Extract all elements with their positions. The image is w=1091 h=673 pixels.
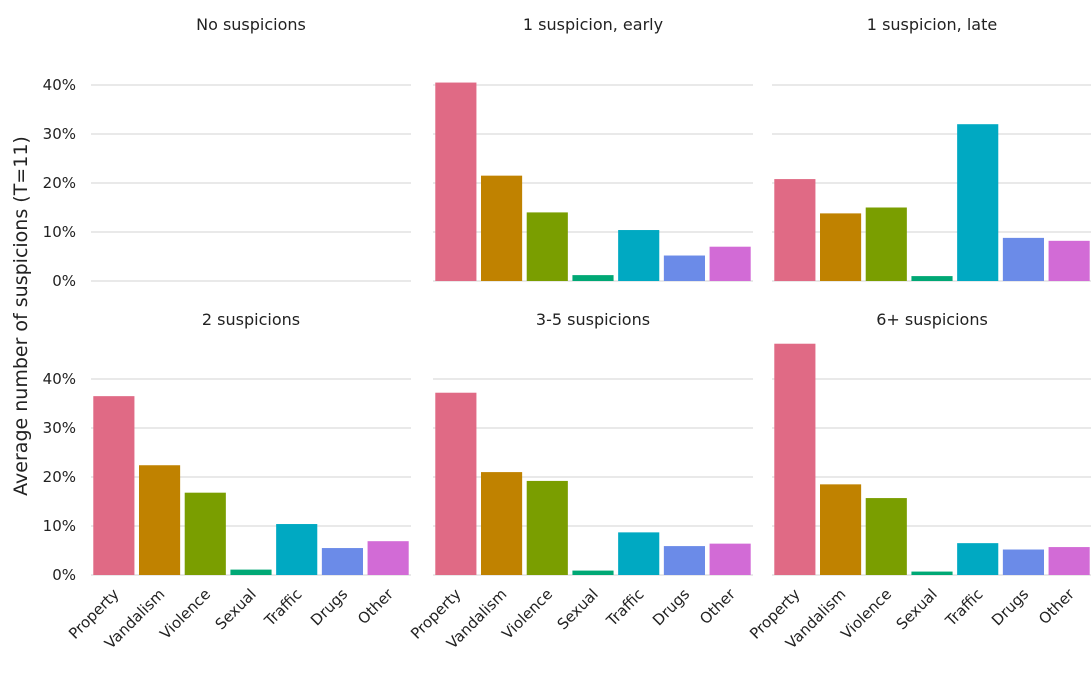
panel-6-bar-violence xyxy=(865,498,907,575)
panel-4-bar-other xyxy=(367,541,409,575)
panel-5-bar-violence xyxy=(526,480,568,575)
panel-4-x-tick-label-sexual: Sexual xyxy=(212,585,260,633)
row-2-y-tick-label-3: 30% xyxy=(43,419,76,437)
panel-5-bar-traffic xyxy=(618,532,660,575)
row-1-y-tick-label-1: 10% xyxy=(43,223,76,241)
panel-3-title: 1 suspicion, late xyxy=(867,15,997,34)
panel-4-title: 2 suspicions xyxy=(202,310,300,329)
panel-4-bar-violence xyxy=(184,492,226,575)
panel-2-bar-violence xyxy=(526,212,568,281)
panel-5-bar-sexual xyxy=(572,570,614,575)
panel-6-bar-vandalism xyxy=(820,484,862,575)
panel-6-bar-other xyxy=(1048,547,1090,575)
panel-6-x-tick-label-other: Other xyxy=(1035,585,1078,628)
panel-4-bar-property xyxy=(93,396,135,575)
panel-5-x-tick-label-traffic: Traffic xyxy=(602,585,647,630)
panel-3-bar-drugs xyxy=(1002,237,1044,281)
panel-5-bar-drugs xyxy=(663,546,705,575)
panel-5-title: 3-5 suspicions xyxy=(536,310,650,329)
panel-6-bar-traffic xyxy=(957,543,999,575)
panel-5-bar-property xyxy=(435,392,477,575)
panel-3-bar-property xyxy=(774,179,816,281)
panel-2-bar-sexual xyxy=(572,275,614,281)
panel-4-bar-sexual xyxy=(230,569,272,575)
y-axis-title: Average number of suspicions (T=11) xyxy=(10,136,32,496)
panel-6-x-tick-label-traffic: Traffic xyxy=(941,585,986,630)
panel-5-x-tick-label-sexual: Sexual xyxy=(554,585,602,633)
panel-3-bar-other xyxy=(1048,240,1090,281)
panel-2-title: 1 suspicion, early xyxy=(523,15,663,34)
panel-2-bar-traffic xyxy=(618,230,660,281)
panel-3-bar-traffic xyxy=(957,124,999,281)
panel-5-x-tick-label-drugs: Drugs xyxy=(649,585,693,629)
panel-4-bar-drugs xyxy=(321,548,363,575)
row-1-y-tick-label-2: 20% xyxy=(43,174,76,192)
panel-5-x-tick-label-violence: Violence xyxy=(498,585,556,643)
panel-6-bar-sexual xyxy=(911,571,953,575)
panel-4-bar-vandalism xyxy=(139,465,181,575)
panel-2-bar-drugs xyxy=(663,255,705,281)
panel-6-title: 6+ suspicions xyxy=(876,310,988,329)
panel-5-bar-vandalism xyxy=(481,472,523,575)
panel-4-x-tick-label-other: Other xyxy=(354,585,397,628)
panel-3-bar-sexual xyxy=(911,276,953,281)
panel-2-bar-other xyxy=(709,246,751,281)
panel-2-bar-property xyxy=(435,82,477,281)
row-1-y-tick-label-0: 0% xyxy=(52,272,76,290)
panel-2-bar-vandalism xyxy=(481,175,523,281)
panel-4-x-tick-label-traffic: Traffic xyxy=(260,585,305,630)
panel-4-x-tick-label-drugs: Drugs xyxy=(307,585,351,629)
panel-6-x-tick-label-drugs: Drugs xyxy=(988,585,1032,629)
panel-6-x-tick-label-violence: Violence xyxy=(837,585,895,643)
row-2-y-tick-label-1: 10% xyxy=(43,517,76,535)
panel-5-bar-other xyxy=(709,543,751,575)
panel-1-title: No suspicions xyxy=(196,15,306,34)
panel-6-bar-property xyxy=(774,343,816,575)
panel-3-bar-vandalism xyxy=(820,213,862,281)
row-2-y-tick-label-4: 40% xyxy=(43,370,76,388)
panel-4-bar-traffic xyxy=(276,524,318,575)
panel-4-x-tick-label-violence: Violence xyxy=(156,585,214,643)
row-2-y-tick-label-0: 0% xyxy=(52,566,76,584)
panel-6-bar-drugs xyxy=(1002,549,1044,575)
panel-3-bar-violence xyxy=(865,207,907,281)
panel-5-x-tick-label-other: Other xyxy=(696,585,739,628)
row-1-y-tick-label-3: 30% xyxy=(43,125,76,143)
panel-6-x-tick-label-sexual: Sexual xyxy=(893,585,941,633)
row-1-y-tick-label-4: 40% xyxy=(43,76,76,94)
row-2-y-tick-label-2: 20% xyxy=(43,468,76,486)
